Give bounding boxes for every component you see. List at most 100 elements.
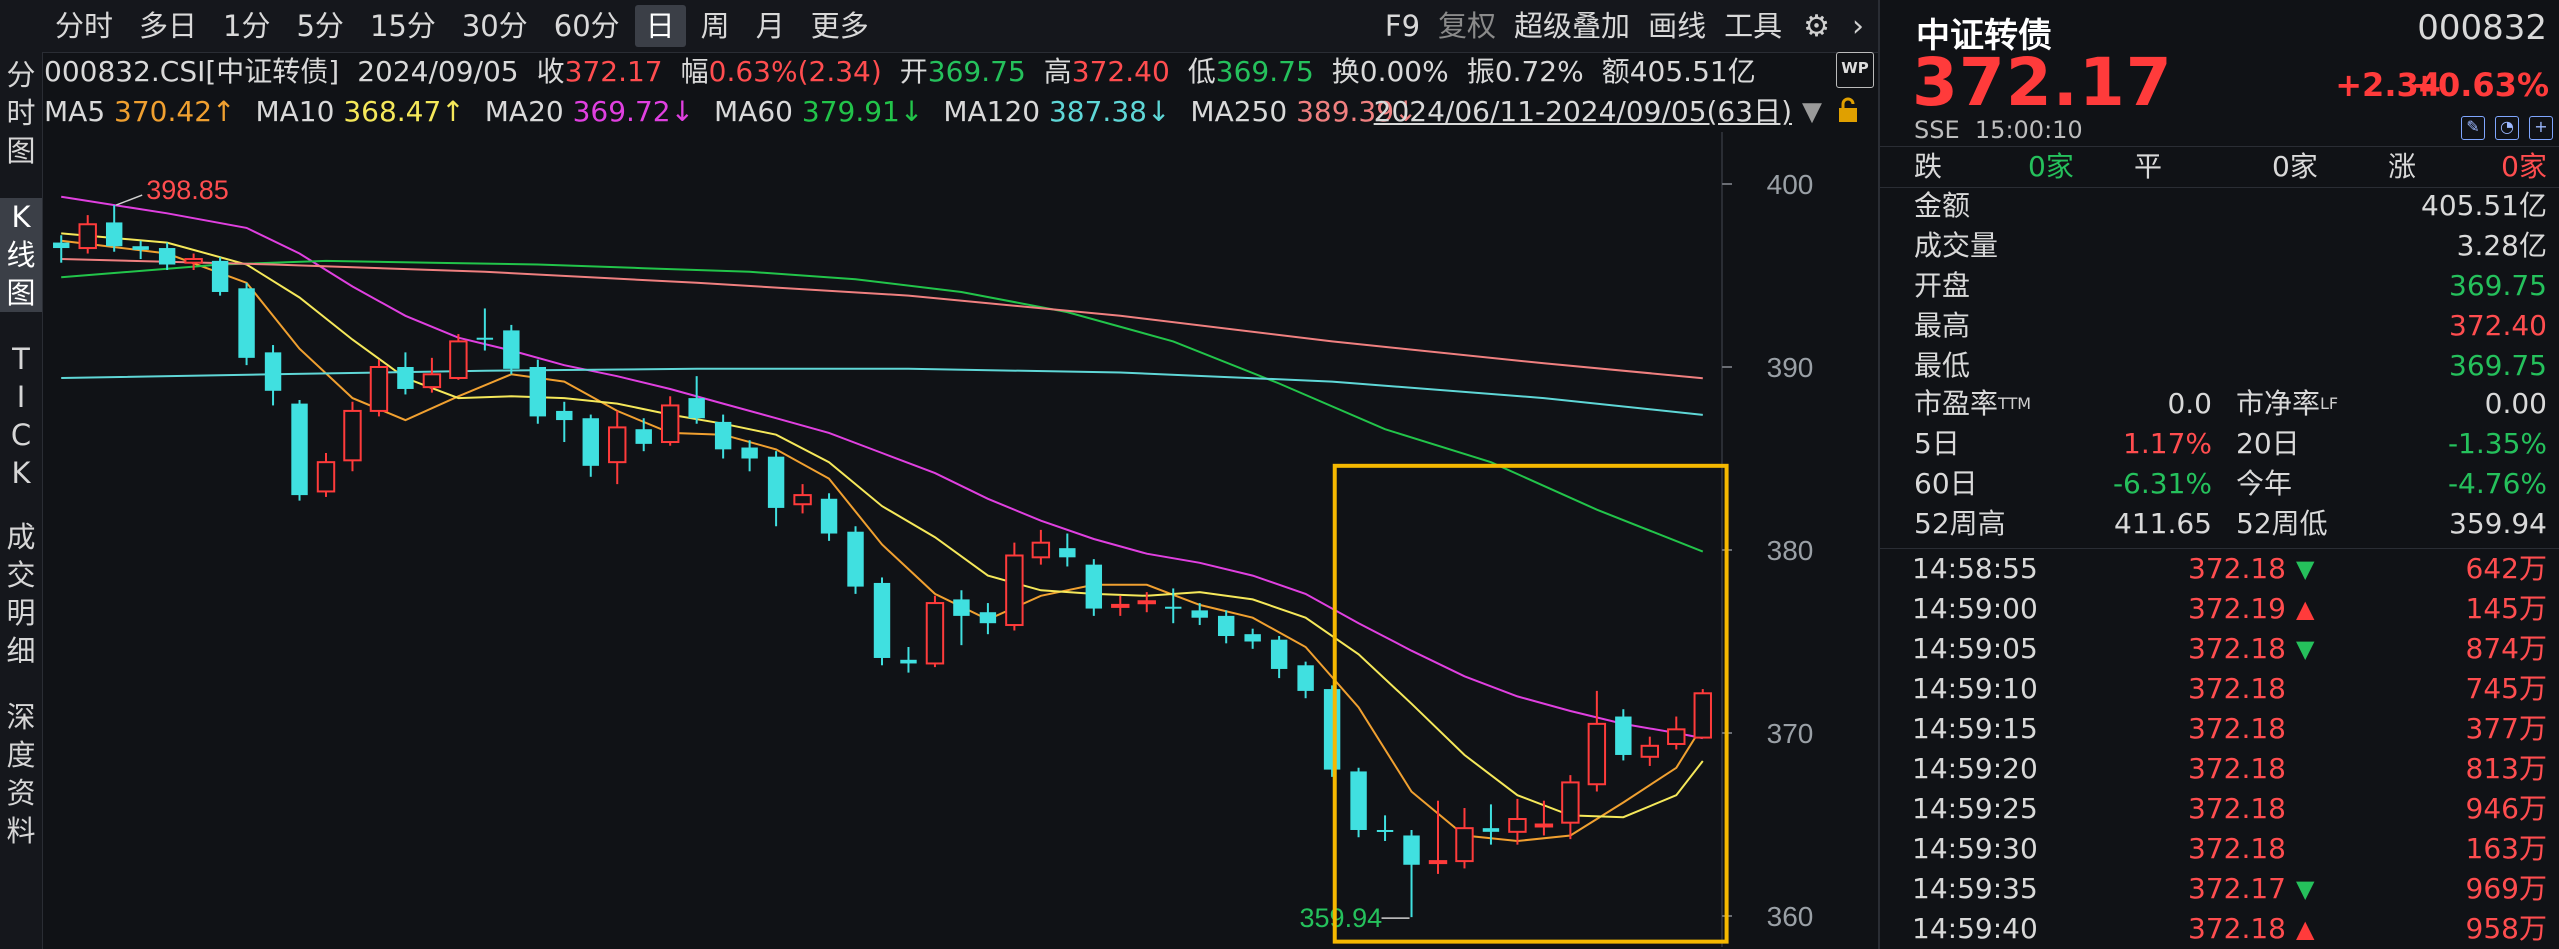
candle[interactable] [793, 484, 812, 514]
candle[interactable] [78, 215, 97, 254]
date-range[interactable]: 2024/06/11-2024/09/05(63日) [1373, 95, 1792, 128]
candle[interactable] [1244, 628, 1261, 649]
candle[interactable] [1455, 808, 1474, 869]
period-tab-8[interactable]: 周 [700, 9, 730, 43]
tool-button-1[interactable]: 复权 [1438, 9, 1497, 43]
candle[interactable] [953, 590, 970, 646]
candle[interactable] [1534, 800, 1554, 836]
stat-label-4: 最低 [1914, 349, 1971, 382]
candle[interactable] [608, 410, 627, 485]
tick-time: 14:59:05 [1912, 632, 2038, 665]
range-dropdown-icon[interactable]: ▼ [1802, 97, 1822, 127]
alert-icon[interactable]: ◔ [2495, 116, 2519, 140]
candle[interactable] [979, 603, 997, 635]
wp-icon[interactable]: WP [1836, 52, 1874, 88]
tool-button-0[interactable]: F9 [1384, 9, 1421, 43]
candle[interactable] [291, 399, 308, 501]
candle[interactable] [1561, 775, 1580, 840]
candle[interactable] [556, 401, 573, 443]
candle[interactable] [476, 308, 494, 351]
candle-body [1137, 600, 1156, 605]
add-icon[interactable]: + [2529, 116, 2553, 140]
period-tab-6[interactable]: 60分 [553, 9, 620, 43]
candle[interactable] [1137, 592, 1156, 613]
candle[interactable] [1059, 533, 1076, 567]
candle[interactable] [1376, 815, 1394, 841]
gear-icon[interactable]: ⚙ [1803, 8, 1830, 44]
candle[interactable] [1615, 709, 1632, 761]
candle[interactable] [1693, 689, 1712, 739]
candle[interactable] [1323, 685, 1341, 777]
tool-button-3[interactable]: 画线 [1648, 9, 1707, 43]
candle[interactable] [184, 253, 203, 271]
candle[interactable] [1482, 804, 1500, 845]
period-tab-2[interactable]: 1分 [223, 9, 271, 43]
candle[interactable] [1270, 636, 1288, 679]
candle[interactable] [132, 240, 149, 260]
period-tab-4[interactable]: 15分 [369, 9, 436, 43]
candle[interactable] [397, 352, 414, 395]
tool-button-2[interactable]: 超级叠加 [1514, 9, 1631, 43]
candle[interactable] [422, 357, 442, 393]
candle[interactable] [1217, 610, 1235, 644]
candle[interactable] [1165, 588, 1182, 624]
edit-icon[interactable]: ✎ [2461, 116, 2485, 140]
tool-button-4[interactable]: 工具 [1724, 9, 1783, 43]
candle[interactable] [820, 493, 838, 541]
candle[interactable] [1297, 661, 1314, 699]
candle[interactable] [369, 359, 389, 417]
candle[interactable] [1111, 595, 1130, 616]
period-tab-1[interactable]: 多日 [139, 9, 198, 43]
period-tab-5[interactable]: 30分 [461, 9, 528, 43]
candle[interactable] [529, 359, 547, 424]
candle[interactable] [847, 526, 864, 594]
candle[interactable] [1350, 767, 1367, 838]
candle[interactable] [503, 324, 520, 375]
candle[interactable] [900, 646, 917, 673]
candle[interactable] [105, 205, 123, 252]
tick-price: 372.17 [2188, 872, 2286, 905]
swing-field: 振0.72% [1466, 55, 1584, 88]
candle[interactable] [660, 396, 680, 446]
candle[interactable] [1191, 603, 1208, 626]
candle[interactable] [1428, 800, 1448, 874]
candle[interactable] [211, 257, 229, 296]
candle[interactable] [158, 242, 176, 271]
candle[interactable] [264, 345, 282, 406]
period-tab-7[interactable]: 日 [634, 5, 686, 47]
candle[interactable] [1085, 559, 1103, 616]
candle[interactable] [1587, 690, 1607, 792]
candle[interactable] [1508, 798, 1527, 845]
chevron-right-icon[interactable]: › [1852, 8, 1864, 44]
candle[interactable] [1667, 716, 1686, 750]
candle[interactable] [635, 418, 652, 452]
candle[interactable] [449, 334, 468, 380]
view-tab-3[interactable]: 成交明细 [6, 520, 36, 668]
candle[interactable] [1403, 829, 1420, 918]
period-tab-10[interactable]: 更多 [810, 9, 869, 43]
lock-icon[interactable] [1836, 96, 1860, 124]
candle[interactable] [582, 414, 599, 477]
candle[interactable] [925, 595, 945, 668]
view-tab-4[interactable]: 深度资料 [6, 700, 36, 848]
candlestick-chart[interactable]: 400 390 380 370 360 398.85 359.94 [44, 132, 1874, 947]
candle[interactable] [238, 282, 255, 366]
candle[interactable] [343, 401, 362, 472]
view-tab-0[interactable]: 分时图 [6, 58, 36, 168]
period-tab-3[interactable]: 5分 [296, 9, 344, 43]
candle[interactable] [741, 440, 758, 472]
candle[interactable] [714, 414, 732, 459]
candle[interactable] [53, 235, 70, 263]
candle[interactable] [688, 376, 705, 424]
candle[interactable] [316, 453, 336, 497]
candle[interactable] [1031, 529, 1051, 565]
candle[interactable] [767, 451, 785, 527]
candle[interactable] [873, 577, 891, 666]
candle[interactable] [1005, 542, 1024, 631]
candle-body [900, 659, 917, 664]
candle[interactable] [1640, 736, 1660, 766]
period-tab-9[interactable]: 月 [755, 9, 785, 43]
period-tab-0[interactable]: 分时 [55, 9, 114, 43]
